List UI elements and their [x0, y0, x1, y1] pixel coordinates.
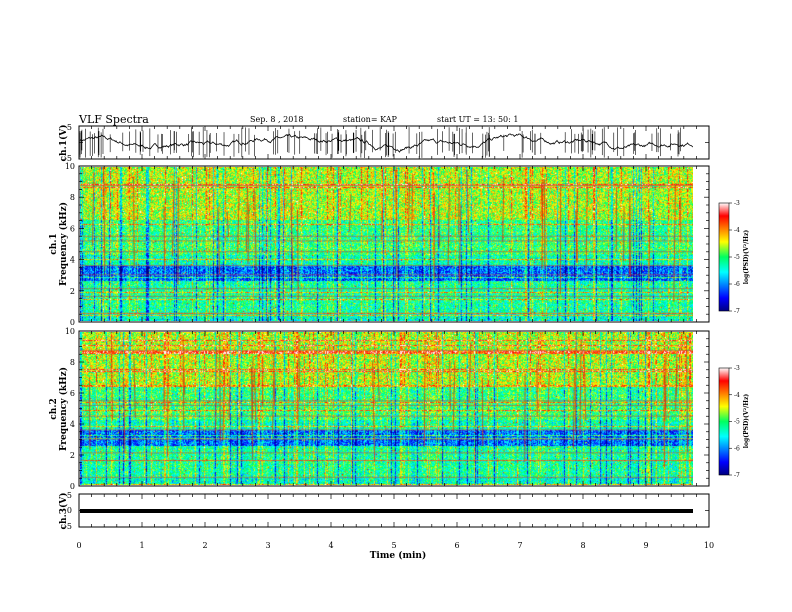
colorbar-tick-label: -6 — [734, 445, 740, 452]
colorbar-tick-label: -7 — [734, 308, 740, 315]
freq-tick-label: 0 — [70, 482, 75, 491]
time-tick-label: 9 — [643, 541, 648, 550]
freq-tick-label: 10 — [65, 162, 75, 171]
ch1-waveform-ylabel: ch.1(V) — [58, 125, 69, 162]
freq-tick-label: 4 — [70, 256, 75, 265]
ch1-spectrogram-heatmap — [80, 167, 693, 321]
ch1-spectrogram-panel: 0 2 4 6 8 10 ch.1 Frequency (kHz) — [49, 162, 710, 327]
ch1-colorbar-scale — [718, 202, 730, 312]
colorbar-tick-label: -3 — [734, 365, 740, 372]
colorbar-tick-label: -4 — [734, 392, 740, 399]
freq-tick-label: 4 — [70, 420, 75, 429]
time-tick-label: 7 — [517, 541, 522, 550]
freq-tick-label: 0 — [70, 318, 75, 327]
ch2-spectrogram-heatmap — [80, 332, 693, 485]
figure-title: VLF Spectra — [78, 113, 149, 126]
ch3-waveform-ylabel: ch.3(V) — [58, 493, 69, 530]
ch2-colorbar-title: log(PSD)(V²/Hz) — [743, 394, 750, 449]
time-tick-label: 3 — [265, 541, 270, 550]
time-tick-label: 4 — [328, 541, 333, 550]
freq-tick-label: 2 — [70, 287, 75, 296]
ch2-spectrogram-panel: 0 2 4 6 8 10 ch.2 Frequency (kHz) — [49, 327, 710, 491]
colorbar-tick-label: -7 — [734, 472, 740, 479]
freq-tick-label: 10 — [65, 327, 75, 336]
ch2-colorbar-scale — [718, 367, 730, 476]
ch1-channel-label: ch.1 — [49, 233, 59, 254]
ch1-ytick-label: -5 — [64, 154, 72, 163]
colorbar-tick-label: -6 — [734, 281, 740, 288]
colorbar-tick-label: -5 — [734, 419, 740, 426]
time-tick-label: 10 — [704, 541, 714, 550]
colorbar-tick-label: -3 — [734, 200, 740, 207]
ch3-waveform-panel: 5 0 -5 ch.3(V) — [58, 491, 710, 531]
ch2-frequency-ylabel: Frequency (kHz) — [58, 367, 69, 451]
time-tick-label: 8 — [580, 541, 585, 550]
ch1-ytick-label: 5 — [67, 123, 72, 132]
colorbar-tick-label: -4 — [734, 227, 740, 234]
time-tick-label: 6 — [454, 541, 459, 550]
freq-tick-label: 2 — [70, 451, 75, 460]
ch1-frequency-ylabel: Frequency (kHz) — [58, 202, 69, 286]
time-tick-label: 2 — [202, 541, 207, 550]
time-tick-label: 0 — [76, 541, 81, 550]
freq-tick-label: 8 — [70, 358, 75, 367]
station-label: station= KAP — [343, 115, 398, 124]
colorbar-tick-label: -5 — [734, 254, 740, 261]
ch3-ytick-label: -5 — [64, 522, 72, 531]
ch1-colorbar-title: log(PSD)(V²/Hz) — [743, 230, 750, 285]
freq-tick-label: 8 — [70, 193, 75, 202]
freq-tick-label: 6 — [70, 224, 75, 233]
time-axis-label: Time (min) — [370, 550, 427, 561]
time-tick-label: 5 — [391, 541, 396, 550]
date-label: Sep. 8 , 2018 — [250, 115, 304, 124]
ch2-colorbar: -3 -4 -5 -6 -7 log(PSD)(V²/Hz) — [718, 365, 750, 479]
freq-tick-label: 6 — [70, 389, 75, 398]
time-axis: 0 1 2 3 4 5 6 7 8 9 10 — [76, 541, 714, 550]
ch3-trace — [80, 509, 693, 513]
ch1-waveform-panel: 5 -5 ch.1(V) — [58, 123, 710, 163]
ch3-ytick-label: 5 — [67, 491, 72, 500]
start-time-label: start UT = 13: 50: 1 — [437, 115, 518, 124]
ch3-ytick-label: 0 — [67, 506, 72, 515]
ch2-channel-label: ch.2 — [49, 398, 59, 419]
ch1-colorbar: -3 -4 -5 -6 -7 log(PSD)(V²/Hz) — [718, 200, 750, 315]
time-tick-label: 1 — [139, 541, 144, 550]
